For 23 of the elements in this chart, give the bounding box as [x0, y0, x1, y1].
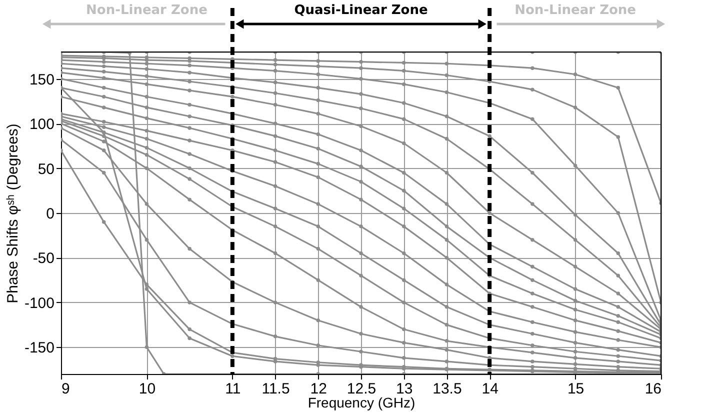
x-axis-title: Frequency (GHz): [308, 394, 416, 410]
x-tick-label: 14: [482, 380, 498, 398]
x-tick-label: 15: [567, 380, 584, 398]
x-tick-label: 13.5: [432, 380, 462, 398]
x-tick-label: 11: [225, 380, 241, 398]
y-tick-label: 150: [29, 71, 54, 88]
x-tick-label: 10: [138, 380, 156, 398]
x-tick-label: 9: [62, 380, 70, 398]
text: Quasi-Linear Zone: [294, 3, 428, 18]
text: Non-Linear Zone: [86, 3, 208, 18]
x-tick-label: 11.5: [262, 380, 290, 398]
y-tick-label: -150: [24, 340, 54, 357]
x-tick-label: 13: [396, 380, 413, 398]
y-tick-label: 100: [29, 116, 54, 134]
y-tick-label: -50: [32, 250, 54, 268]
y-tick-label: -100: [24, 294, 54, 312]
x-tick-label: 12.5: [346, 380, 376, 398]
y-tick-label: 50: [38, 160, 54, 178]
y-axis-title: Phase Shifts φˢʰ (Degrees): [4, 124, 22, 304]
text: Non-Linear Zone: [514, 3, 636, 18]
y-tick-label: 0: [46, 206, 54, 222]
x-tick-label: 12: [310, 380, 327, 398]
x-tick-label: 16: [644, 380, 662, 398]
